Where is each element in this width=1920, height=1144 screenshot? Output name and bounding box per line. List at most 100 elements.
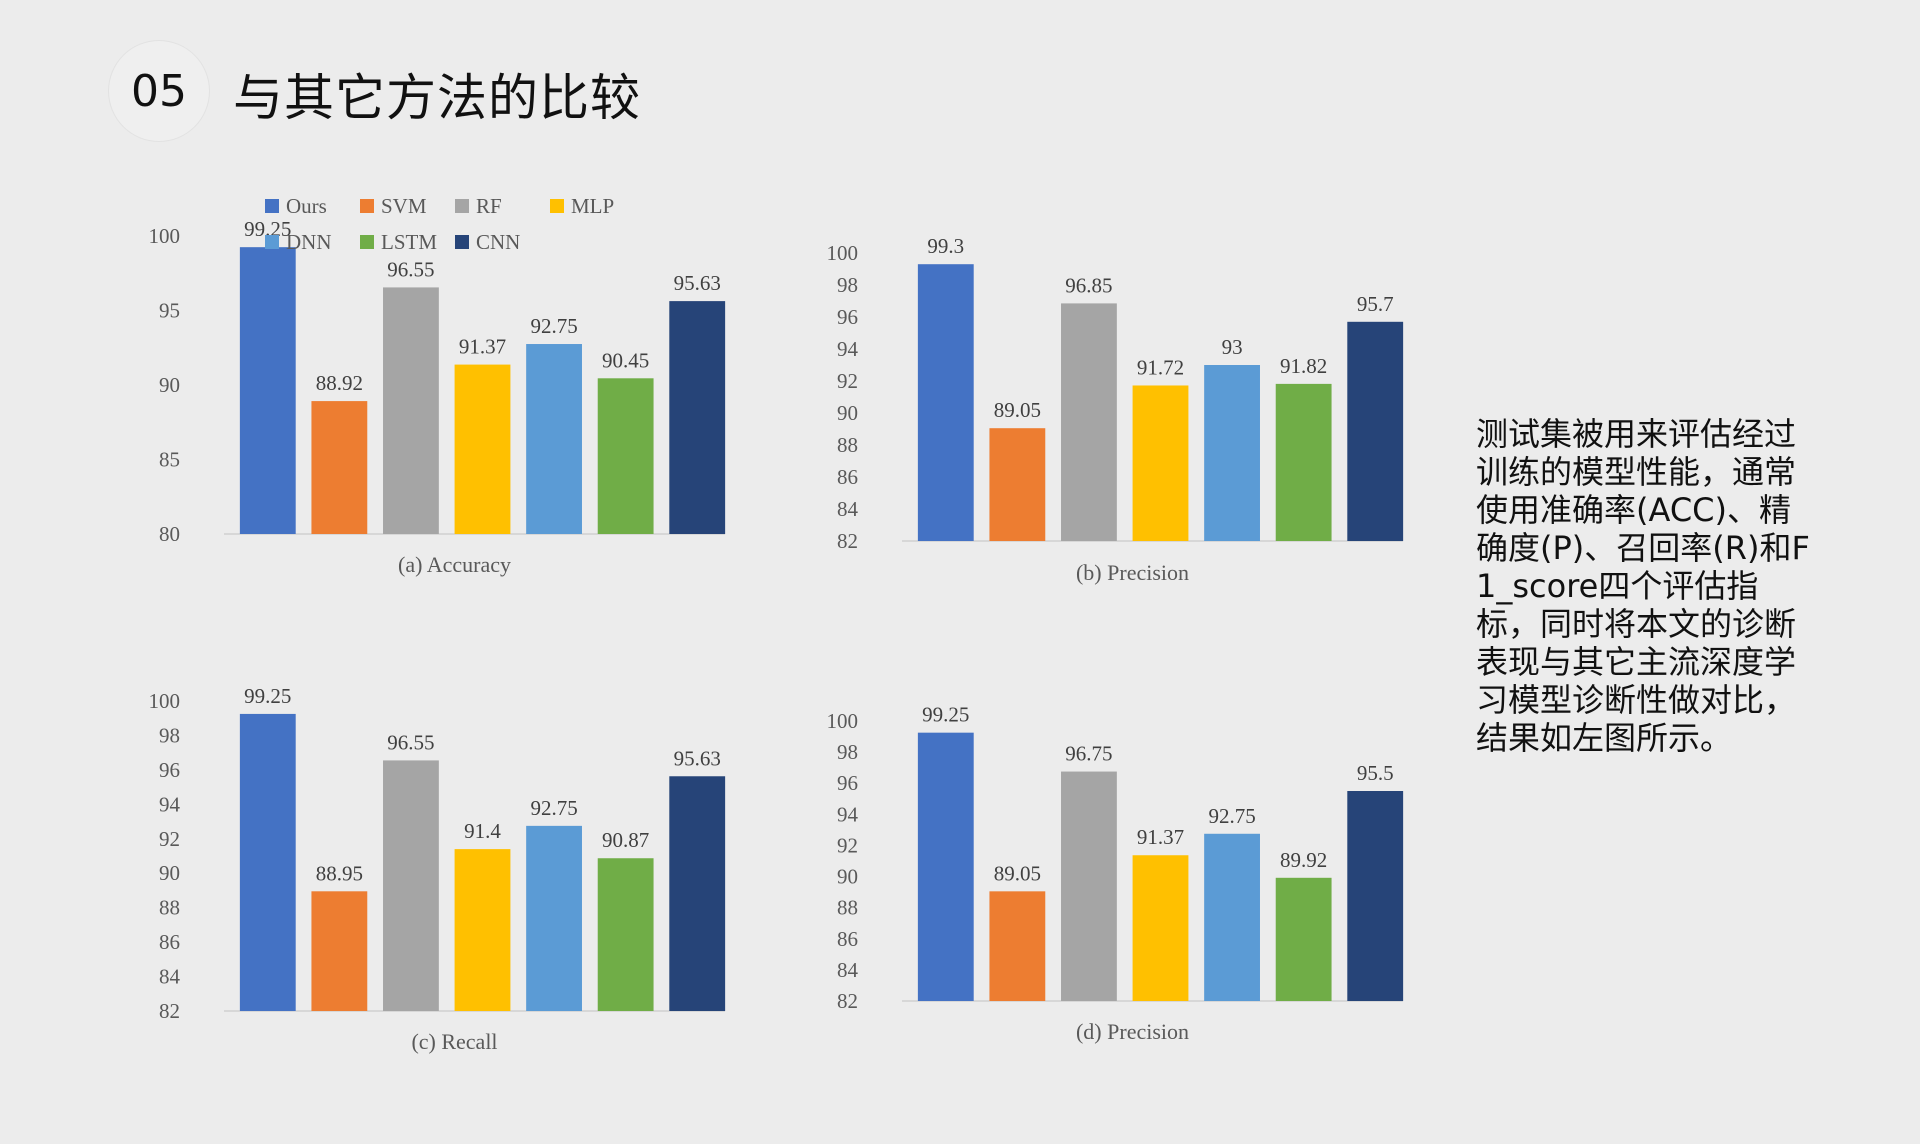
legend-swatch xyxy=(265,235,279,249)
bar-value-label: 91.37 xyxy=(1137,825,1184,849)
bar-mlp xyxy=(1132,855,1189,1001)
chart-caption: (b) Precision xyxy=(1076,560,1189,585)
bar-ours xyxy=(917,732,974,1001)
legend-label: Ours xyxy=(286,193,327,218)
bar-value-label: 95.7 xyxy=(1357,292,1394,316)
description-text: 测试集被用来评估经过训练的模型性能，通常使用准确率(ACC)、精确度(P)、召回… xyxy=(1476,415,1810,757)
bar-cnn xyxy=(669,301,726,534)
y-tick-label: 96 xyxy=(159,758,180,782)
bar-value-label: 96.55 xyxy=(387,730,434,754)
y-tick-label: 92 xyxy=(837,369,858,393)
y-tick-label: 86 xyxy=(837,927,858,951)
bar-dnn xyxy=(526,344,582,534)
y-tick-label: 82 xyxy=(159,999,180,1023)
bar-svm xyxy=(989,891,1046,1001)
bar-rf xyxy=(383,287,439,534)
bar-value-label: 91.72 xyxy=(1137,355,1184,379)
bar-lstm xyxy=(597,378,654,534)
bar-value-label: 89.05 xyxy=(994,398,1041,422)
bar-value-label: 93 xyxy=(1222,335,1243,359)
y-tick-label: 90 xyxy=(837,865,858,889)
bar-value-label: 89.05 xyxy=(994,861,1041,885)
legend-item-cnn: CNN xyxy=(455,229,550,255)
bar-ours xyxy=(917,264,974,541)
bar-cnn xyxy=(1347,321,1404,541)
bar-value-label: 99.25 xyxy=(244,684,291,708)
bar-value-label: 96.55 xyxy=(387,257,434,281)
bar-rf xyxy=(1061,771,1117,1001)
legend-item-rf: RF xyxy=(455,193,550,219)
bar-dnn xyxy=(526,825,582,1011)
recall-chart: 82 84 86 88 90 92 94 96 98 100 99.25 88.95 96.55 91.4… xyxy=(149,680,760,1130)
section-number-badge: 05 xyxy=(109,41,209,141)
y-tick-label: 92 xyxy=(159,827,180,851)
legend-label: SVM xyxy=(381,193,427,218)
accuracy-chart: 80 85 90 95 100 99.25 88.92 96.55 91.37 92.75 90.4… xyxy=(149,200,760,650)
bar-value-label: 99.3 xyxy=(927,234,964,258)
legend-label: LSTM xyxy=(381,229,438,254)
chart-legend: Ours SVM RF MLP DNN LSTM CNN xyxy=(265,193,645,255)
y-tick-label: 94 xyxy=(159,792,181,816)
precision-chart-d: 82 84 86 88 90 92 94 96 98 100 99.25 89.05 96.75 91.3… xyxy=(827,690,1438,1140)
bar-value-label: 88.95 xyxy=(316,861,363,885)
y-tick-label: 100 xyxy=(827,709,859,733)
bar-svm xyxy=(989,428,1046,541)
bar-dnn xyxy=(1204,833,1260,1001)
bar-value-label: 91.4 xyxy=(464,819,501,843)
bar-value-label: 95.5 xyxy=(1357,761,1394,785)
y-tick-label: 85 xyxy=(159,448,180,472)
y-tick-label: 100 xyxy=(149,224,181,248)
y-tick-label: 100 xyxy=(149,689,181,713)
y-tick-label: 95 xyxy=(159,299,180,323)
y-tick-label: 100 xyxy=(827,241,859,265)
bar-value-label: 92.75 xyxy=(530,314,577,338)
bar-ours xyxy=(239,247,296,535)
slide-title: 与其它方法的比较 xyxy=(233,69,641,127)
legend-label: MLP xyxy=(571,193,615,218)
legend-swatch xyxy=(550,199,564,213)
bar-mlp xyxy=(454,849,511,1011)
y-tick-label: 96 xyxy=(837,305,858,329)
y-tick-label: 98 xyxy=(837,740,858,764)
chart-caption: (a) Accuracy xyxy=(398,552,511,577)
bar-value-label: 92.75 xyxy=(1208,804,1255,828)
y-tick-label: 90 xyxy=(159,373,180,397)
legend-item-svm: SVM xyxy=(360,193,455,219)
y-tick-label: 84 xyxy=(837,497,859,521)
legend-item-ours: Ours xyxy=(265,193,360,219)
y-tick-label: 82 xyxy=(837,529,858,553)
y-tick-label: 98 xyxy=(159,723,180,747)
y-tick-label: 80 xyxy=(159,522,180,546)
bar-value-label: 91.82 xyxy=(1280,354,1327,378)
bar-value-label: 99.25 xyxy=(922,703,969,727)
bar-lstm xyxy=(1275,383,1332,541)
y-tick-label: 86 xyxy=(837,465,858,489)
y-tick-label: 82 xyxy=(837,989,858,1013)
bar-value-label: 95.63 xyxy=(674,746,721,770)
bar-svm xyxy=(311,891,368,1011)
y-tick-label: 88 xyxy=(159,896,180,920)
legend-swatch xyxy=(455,235,469,249)
bar-lstm xyxy=(597,858,654,1011)
bar-mlp xyxy=(1132,385,1189,541)
y-tick-label: 88 xyxy=(837,433,858,457)
precision-chart-b: 82 84 86 88 90 92 94 96 98 100 99.3 89.05 96.85 91.72… xyxy=(827,210,1438,660)
bar-value-label: 89.92 xyxy=(1280,848,1327,872)
section-number: 05 xyxy=(131,65,187,117)
bar-dnn xyxy=(1204,365,1260,541)
legend-label: RF xyxy=(476,193,502,218)
bar-rf xyxy=(383,760,439,1011)
bar-ours xyxy=(239,713,296,1011)
chart-caption: (c) Recall xyxy=(411,1029,497,1054)
bar-value-label: 96.85 xyxy=(1065,273,1112,297)
legend-swatch xyxy=(455,199,469,213)
bar-value-label: 90.45 xyxy=(602,348,649,372)
bar-value-label: 88.92 xyxy=(316,371,363,395)
legend-label: CNN xyxy=(476,229,521,254)
bar-svm xyxy=(311,401,368,534)
y-tick-label: 98 xyxy=(837,273,858,297)
y-tick-label: 84 xyxy=(159,965,181,989)
recall-chart-svg: 82 84 86 88 90 92 94 96 98 100 99.25 88.95 96.55 91.4… xyxy=(149,684,726,1054)
y-tick-label: 94 xyxy=(837,337,859,361)
